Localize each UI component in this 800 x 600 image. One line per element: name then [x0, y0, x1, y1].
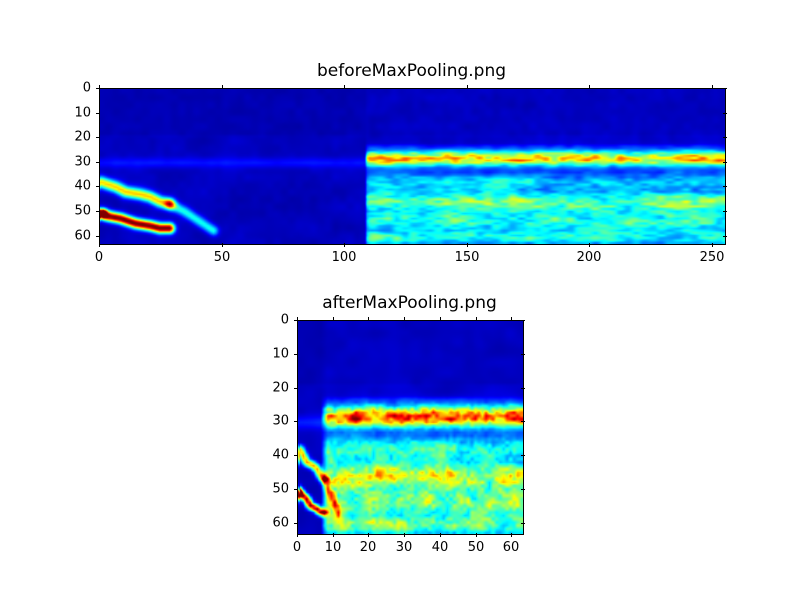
y-tick-mark: [294, 455, 298, 456]
x-tick-mark-top: [297, 317, 298, 321]
x-tick-mark: [467, 243, 468, 247]
y-tick-mark-right: [521, 523, 525, 524]
x-tick-label: 20: [359, 540, 377, 555]
heatmap-after-max-pooling: [297, 320, 524, 535]
x-tick-mark: [222, 243, 223, 247]
y-tick-label: 30: [272, 413, 289, 429]
y-tick-mark: [96, 137, 100, 138]
x-tick-mark: [712, 243, 713, 247]
y-tick-mark-right: [521, 421, 525, 422]
x-tick-mark: [476, 533, 477, 537]
y-tick-mark-right: [723, 236, 727, 237]
x-tick-mark: [589, 243, 590, 247]
x-tick-mark-top: [712, 85, 713, 89]
x-tick-label: 40: [431, 540, 449, 555]
x-tick-label: 250: [699, 250, 725, 265]
y-tick-label: 0: [82, 80, 91, 96]
y-tick-mark: [294, 354, 298, 355]
y-tick-label: 0: [280, 312, 289, 328]
y-tick-label: 20: [74, 129, 91, 145]
x-tick-mark: [344, 243, 345, 247]
x-tick-mark-top: [99, 85, 100, 89]
y-tick-label: 20: [272, 380, 289, 396]
x-tick-mark-top: [404, 317, 405, 321]
heatmap-canvas-before: [100, 89, 725, 244]
y-tick-label: 10: [272, 346, 289, 362]
x-tick-mark-top: [476, 317, 477, 321]
y-tick-label: 60: [74, 228, 91, 244]
y-tick-label: 10: [74, 105, 91, 121]
x-tick-label: 200: [576, 250, 602, 265]
y-tick-mark: [96, 162, 100, 163]
y-tick-mark: [96, 236, 100, 237]
y-tick-mark: [96, 88, 100, 89]
heatmap-canvas-after: [298, 321, 523, 534]
y-tick-mark: [96, 186, 100, 187]
x-tick-mark-top: [222, 85, 223, 89]
x-tick-mark: [368, 533, 369, 537]
y-tick-label: 40: [272, 447, 289, 463]
y-tick-mark: [294, 489, 298, 490]
x-tick-label: 0: [94, 250, 104, 265]
y-tick-mark-right: [723, 211, 727, 212]
y-tick-mark-right: [521, 320, 525, 321]
x-tick-mark-top: [467, 85, 468, 89]
y-tick-label: 50: [74, 203, 91, 219]
x-tick-mark: [333, 533, 334, 537]
x-tick-mark: [99, 243, 100, 247]
y-tick-mark-right: [723, 88, 727, 89]
y-tick-mark: [96, 211, 100, 212]
y-tick-mark: [96, 113, 100, 114]
y-tick-mark-right: [521, 388, 525, 389]
y-tick-mark-right: [521, 489, 525, 490]
x-tick-mark-top: [368, 317, 369, 321]
x-tick-label: 50: [467, 540, 485, 555]
x-tick-label: 30: [395, 540, 413, 555]
y-tick-mark: [294, 388, 298, 389]
y-tick-label: 60: [272, 515, 289, 531]
heatmap-before-max-pooling: [99, 88, 726, 245]
y-tick-mark-right: [723, 113, 727, 114]
x-tick-mark: [404, 533, 405, 537]
x-tick-label: 60: [502, 540, 520, 555]
y-tick-label: 50: [272, 481, 289, 497]
y-tick-mark-right: [723, 186, 727, 187]
x-tick-label: 100: [331, 250, 357, 265]
x-tick-mark-top: [511, 317, 512, 321]
chart-title-before: beforeMaxPooling.png: [316, 61, 507, 81]
y-tick-mark-right: [723, 162, 727, 163]
x-tick-label: 150: [454, 250, 480, 265]
x-tick-mark: [511, 533, 512, 537]
x-tick-mark: [440, 533, 441, 537]
x-tick-label: 50: [213, 250, 231, 265]
x-tick-label: 10: [324, 540, 342, 555]
chart-title-after: afterMaxPooling.png: [322, 293, 497, 313]
x-tick-mark-top: [440, 317, 441, 321]
x-tick-mark-top: [344, 85, 345, 89]
y-tick-mark-right: [723, 137, 727, 138]
y-tick-mark: [294, 421, 298, 422]
y-tick-label: 40: [74, 178, 91, 194]
y-tick-mark-right: [521, 354, 525, 355]
x-tick-mark: [297, 533, 298, 537]
y-tick-mark: [294, 523, 298, 524]
x-tick-mark-top: [589, 85, 590, 89]
y-tick-label: 30: [74, 154, 91, 170]
y-tick-mark-right: [521, 455, 525, 456]
x-tick-label: 0: [292, 540, 302, 555]
x-tick-mark-top: [333, 317, 334, 321]
y-tick-mark: [294, 320, 298, 321]
